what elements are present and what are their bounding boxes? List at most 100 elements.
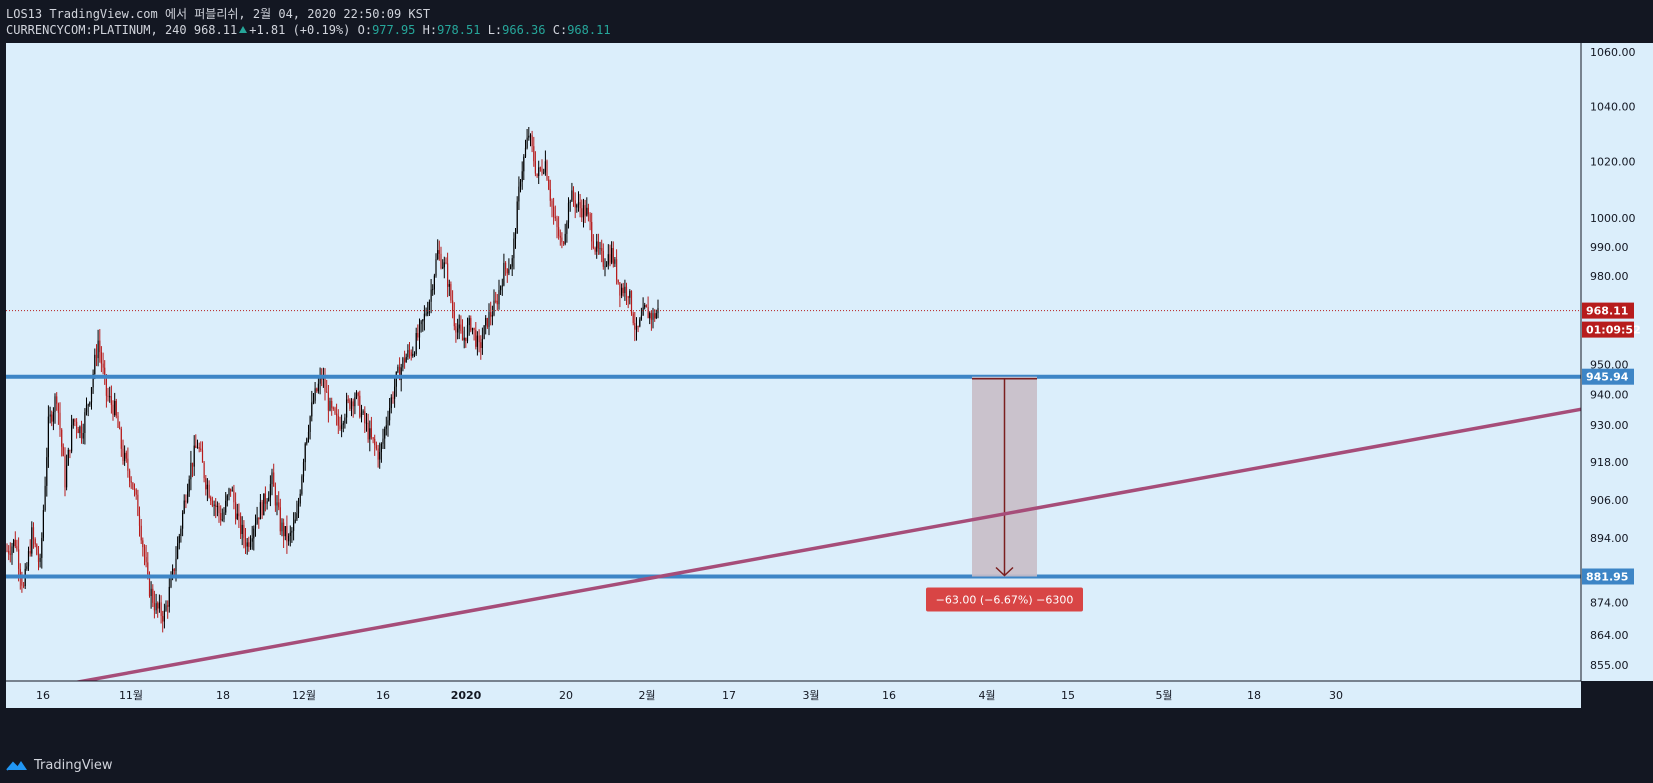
time-tick-label: 16 [882,689,896,702]
time-tick-label: 15 [1061,689,1075,702]
candle-body [637,325,639,327]
open-label: O: [357,23,373,37]
candle-body [80,426,83,439]
candle-body [514,233,517,239]
candle-body [61,429,63,447]
candle-body [399,366,401,380]
candle-body [226,495,228,501]
candle-body [130,481,132,483]
candle-body [553,206,555,217]
candle-body [183,500,185,513]
candle-body [293,522,295,531]
candle-body [253,528,255,539]
countdown-label-bg [1582,321,1634,338]
time-axis[interactable] [6,681,1581,708]
candle-body [31,527,33,554]
price-chart[interactable]: 1060.00 1040.00 1020.00 1000.00 990.00 980.00… [0,43,1653,748]
candle-body [100,352,102,364]
candle-body [418,324,421,338]
candle-body [571,190,573,202]
candle-body [26,566,28,569]
candle-body [143,547,146,558]
candle-body [261,502,263,516]
candle-body [263,493,265,516]
candle-body [465,337,467,341]
candle-body [549,189,551,201]
candle-body [473,327,475,330]
candle-body [145,557,147,563]
candle-body [251,538,253,542]
candle-body [64,456,66,488]
candle-body [412,353,414,357]
symbol-label: CURRENCYCOM:PLATINUM, 240 [6,23,187,37]
trendline[interactable] [41,179,1653,691]
candle-body [546,161,548,180]
last-price: 968.11 [193,23,238,37]
candle-body [364,411,366,424]
candle-body [163,610,165,622]
candle-body [248,542,250,547]
candle-body [377,448,379,460]
candle-body [558,227,560,236]
candle-body [276,502,278,506]
candles [6,127,659,633]
candle-body [486,318,488,327]
candle-body [382,438,384,444]
candle-body [233,490,235,503]
candle-body [37,554,40,562]
candle-body [36,544,38,555]
level-label-0-bg [1582,368,1634,385]
candle-body [657,308,659,314]
candle-body [460,324,462,331]
price-tick-label: 918.00 [1590,456,1629,469]
candle-body [291,530,293,533]
candle-body [394,386,396,399]
candle-body [513,238,515,259]
candle-body [604,266,606,268]
candle-body [392,397,394,399]
candle-body [470,318,472,331]
level-label-1: 881.95 [1586,571,1628,584]
candle-body [344,417,346,424]
candle-body [541,168,543,173]
candle-body [362,411,364,413]
candle-body [529,135,532,137]
tradingview-logo-icon [6,761,27,771]
price-tick-label: 980.00 [1590,270,1629,283]
measure-label[interactable]: −63.00 (−6.67%) −6300 [926,587,1083,612]
candle-body [167,605,169,607]
time-tick-label: 3월 [802,689,819,702]
candle-body [301,476,303,494]
candle-body [127,458,129,471]
candle-body [90,387,93,403]
candle-body [645,305,647,308]
candle-body [408,350,411,353]
measure-label-box[interactable] [926,587,1083,612]
candle-body [485,318,487,326]
candle-body [649,313,651,319]
candle-body [317,383,319,392]
candle-body [503,262,505,286]
time-tick-label: 18 [216,689,230,702]
candle-body [74,419,76,422]
price-tick-label: 930.00 [1590,419,1629,432]
candle-body [471,327,474,331]
candle-body [612,248,614,264]
candle-body [369,428,371,440]
symbol-line: CURRENCYCOM:PLATINUM, 240 968.11 +1.81 (+… [6,22,611,38]
candle-body [528,135,530,138]
time-tick-label: 11월 [119,689,143,702]
candle-body [162,616,164,622]
candle-body [59,412,61,430]
candle-body [433,275,435,290]
candle-body [133,489,136,491]
chart-area[interactable]: 1060.00 1040.00 1020.00 1000.00 990.00 980.00… [0,43,1653,748]
candle-body [539,167,541,169]
candle-body [57,403,59,413]
drawings[interactable] [6,179,1653,691]
candle-body [152,588,154,603]
candle-body [331,401,333,408]
candle-body [153,602,155,611]
candle-body [500,286,502,291]
candle-body [129,470,131,482]
